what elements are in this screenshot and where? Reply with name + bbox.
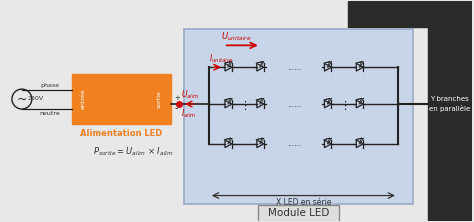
Text: ......: ......	[287, 99, 301, 109]
Text: 230V: 230V	[28, 95, 44, 101]
Text: ~: ~	[17, 93, 27, 106]
Text: ⋮: ⋮	[392, 101, 403, 111]
Text: $U_{alim}$: $U_{alim}$	[181, 89, 200, 101]
Bar	[72, 74, 171, 124]
Bar	[348, 1, 472, 28]
Text: +: +	[174, 95, 180, 101]
Text: Module LED: Module LED	[268, 208, 329, 218]
Text: $P_{sortie}$: $P_{sortie}$	[93, 146, 117, 158]
Text: $I_{alim}$: $I_{alim}$	[181, 107, 196, 119]
Text: ......: ......	[287, 139, 301, 148]
Text: $I_{unitaire}$: $I_{unitaire}$	[209, 53, 234, 65]
Text: entrée: entrée	[81, 89, 86, 109]
Bar	[184, 30, 413, 204]
Text: sortie: sortie	[156, 90, 162, 108]
Text: phase: phase	[40, 83, 59, 88]
Text: Alimentation LED: Alimentation LED	[80, 129, 163, 138]
Text: neutre: neutre	[39, 111, 60, 116]
FancyBboxPatch shape	[258, 204, 339, 222]
Text: = $U_{alim}$ × $I_{alim}$: = $U_{alim}$ × $I_{alim}$	[117, 146, 174, 158]
Text: -: -	[174, 103, 178, 113]
Text: ⋮: ⋮	[203, 101, 214, 111]
Text: ⋮: ⋮	[338, 101, 350, 111]
Text: ......: ......	[287, 63, 301, 72]
Text: ⋮: ⋮	[239, 101, 250, 111]
Text: Y branches
en parallèle: Y branches en parallèle	[429, 96, 470, 112]
Text: $U_{unitaire}$: $U_{unitaire}$	[221, 31, 251, 43]
Bar	[428, 1, 472, 221]
Text: X LED en série: X LED en série	[276, 198, 331, 206]
